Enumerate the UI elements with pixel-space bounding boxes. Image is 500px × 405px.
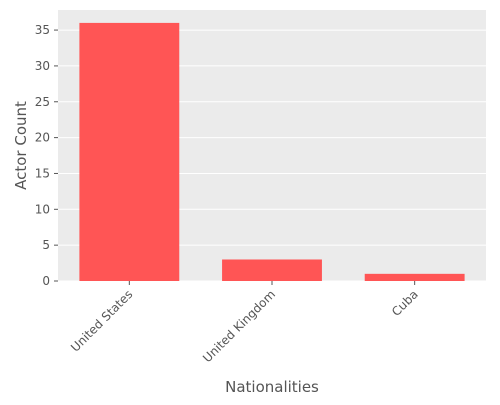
bar-united-states [79, 22, 180, 282]
bar-cuba [364, 273, 465, 281]
y-tick-label: 30 [35, 59, 50, 73]
bar-united-kingdom [222, 259, 322, 281]
y-tick-label: 15 [35, 166, 50, 180]
x-tick-label: United Kingdom [200, 287, 278, 365]
bars [79, 22, 465, 282]
y-tick-label: 20 [35, 131, 50, 145]
y-tick-label: 0 [42, 274, 50, 288]
y-tick-label: 35 [35, 23, 50, 37]
y-axis-ticks: 0 5 10 15 20 25 30 35 [35, 23, 58, 288]
y-tick-label: 10 [35, 202, 50, 216]
x-tick-label: Cuba [389, 287, 421, 319]
x-axis-label: Nationalities [225, 378, 319, 396]
y-axis-label: Actor Count [12, 101, 30, 190]
y-tick-label: 5 [42, 238, 50, 252]
x-axis-ticks: United States United Kingdom Cuba [68, 281, 421, 365]
x-tick-label: United States [68, 287, 135, 354]
y-tick-label: 25 [35, 95, 50, 109]
